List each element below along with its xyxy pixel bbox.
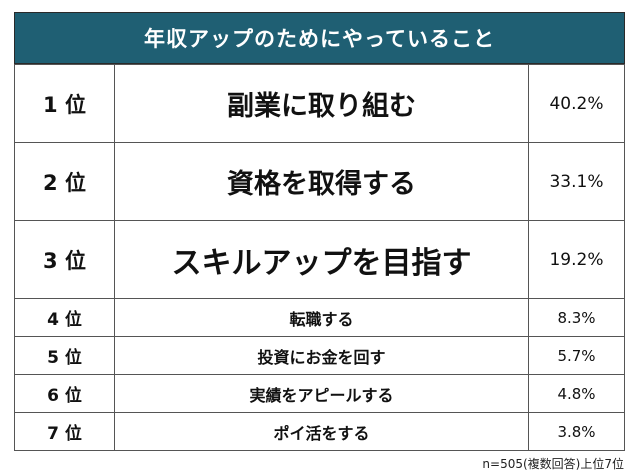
percent-value: 19.2% xyxy=(528,220,625,299)
rank-label: 2 位 xyxy=(14,142,115,221)
ranking-table-container: 年収アップのためにやっていること 1 位 副業に取り組む 40.2% 2 位 資… xyxy=(14,12,625,451)
table-row: 1 位 副業に取り組む 40.2% xyxy=(14,64,625,143)
percent-value: 3.8% xyxy=(528,412,625,451)
sample-note: n=505(複数回答)上位7位 xyxy=(482,457,624,471)
rank-label: 3 位 xyxy=(14,220,115,299)
percent-value: 33.1% xyxy=(528,142,625,221)
table-row: 3 位 スキルアップを目指す 19.2% xyxy=(14,220,625,299)
table-row: 6 位 実績をアピールする 4.8% xyxy=(14,374,625,413)
activity-label: ポイ活をする xyxy=(114,412,529,451)
activity-label: スキルアップを目指す xyxy=(114,220,529,299)
activity-label: 副業に取り組む xyxy=(114,64,529,143)
rank-label: 4 位 xyxy=(14,298,115,337)
percent-value: 40.2% xyxy=(528,64,625,143)
percent-value: 8.3% xyxy=(528,298,625,337)
rank-label: 7 位 xyxy=(14,412,115,451)
activity-label: 投資にお金を回す xyxy=(114,336,529,375)
table-row: 5 位 投資にお金を回す 5.7% xyxy=(14,336,625,375)
activity-label: 資格を取得する xyxy=(114,142,529,221)
table-row: 4 位 転職する 8.3% xyxy=(14,298,625,337)
table-row: 7 位 ポイ活をする 3.8% xyxy=(14,412,625,451)
table-title: 年収アップのためにやっていること xyxy=(14,12,625,64)
percent-value: 4.8% xyxy=(528,374,625,413)
percent-value: 5.7% xyxy=(528,336,625,375)
ranking-table: 1 位 副業に取り組む 40.2% 2 位 資格を取得する 33.1% 3 位 … xyxy=(14,64,625,451)
rank-label: 1 位 xyxy=(14,64,115,143)
rank-label: 5 位 xyxy=(14,336,115,375)
activity-label: 実績をアピールする xyxy=(114,374,529,413)
activity-label: 転職する xyxy=(114,298,529,337)
table-row: 2 位 資格を取得する 33.1% xyxy=(14,142,625,221)
rank-label: 6 位 xyxy=(14,374,115,413)
